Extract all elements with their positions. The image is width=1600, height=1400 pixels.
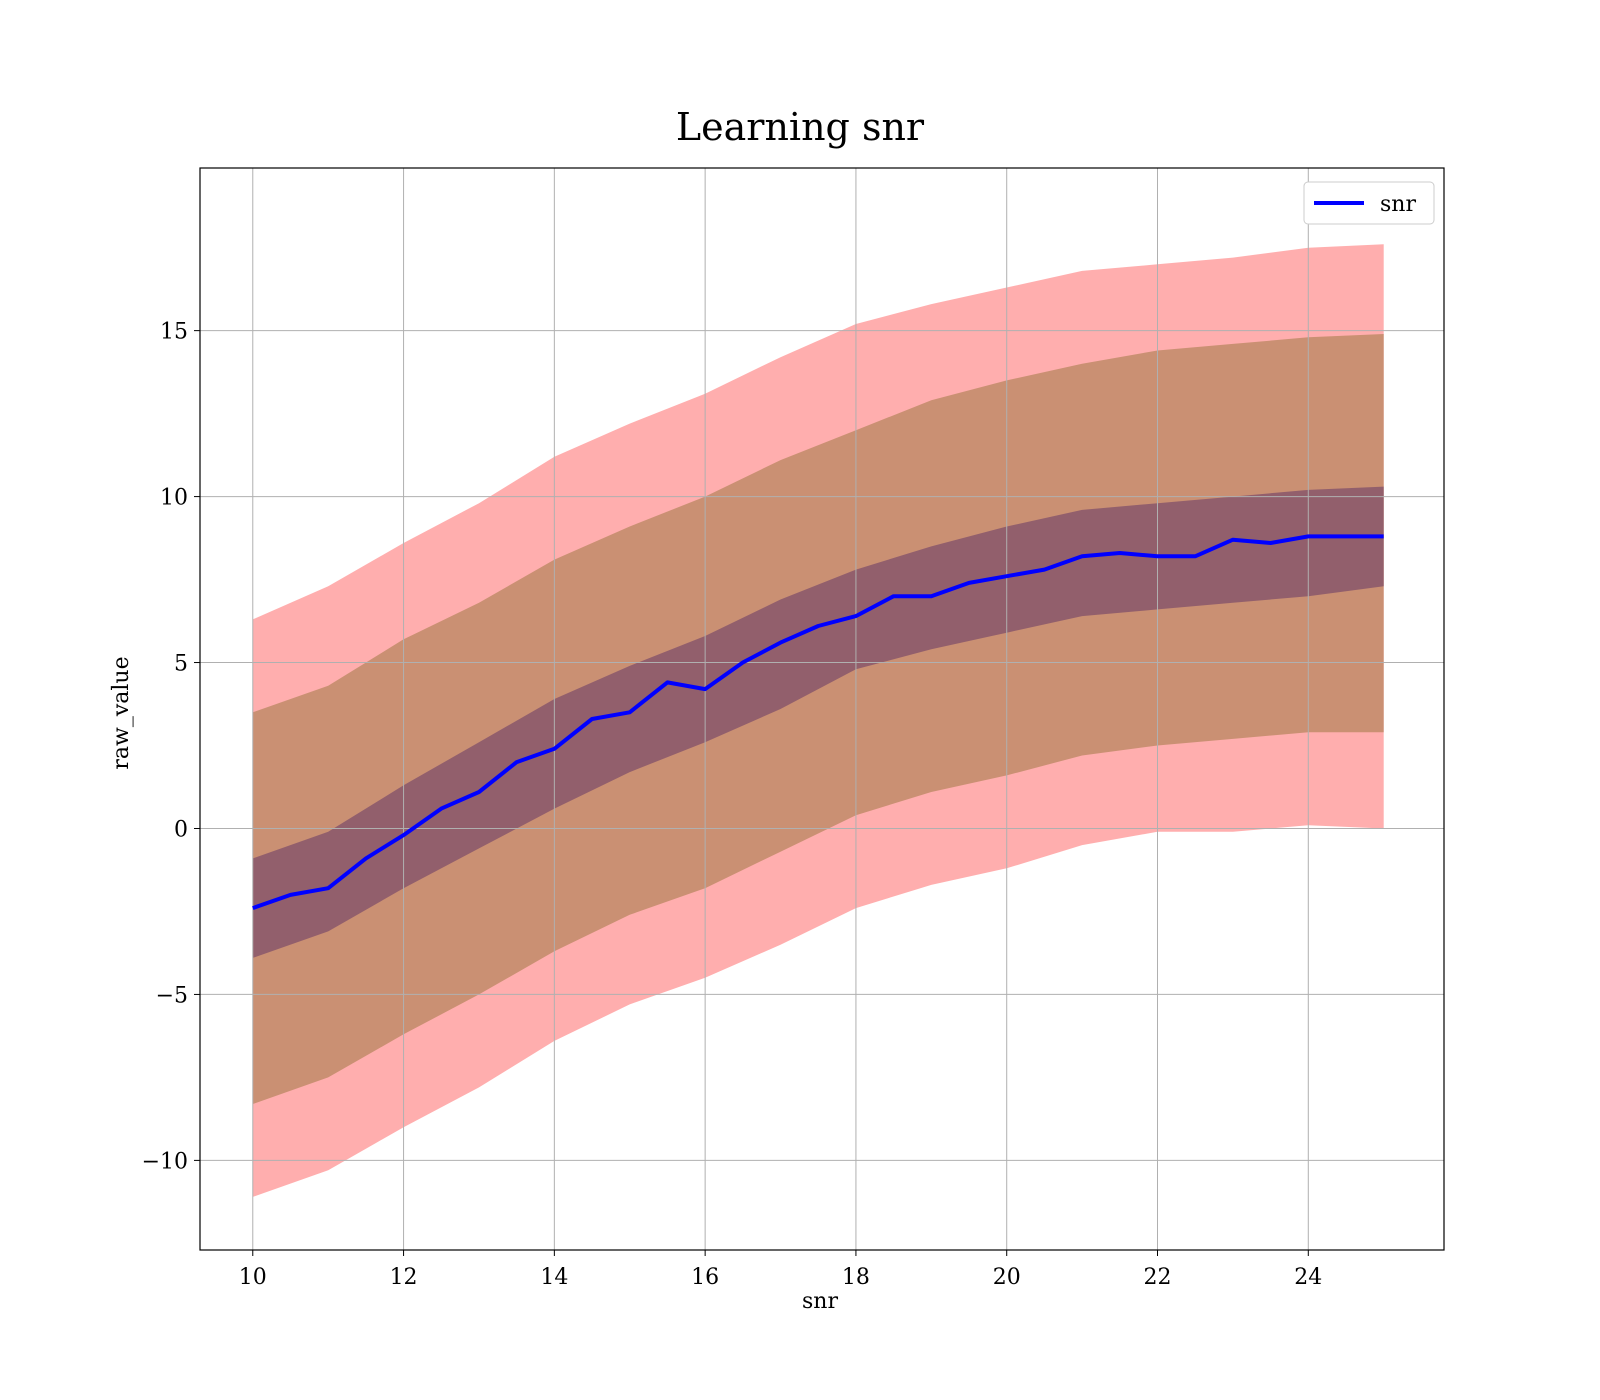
legend-box bbox=[1303, 181, 1435, 225]
legend: snr bbox=[1303, 181, 1435, 225]
x-tick-label: 20 bbox=[993, 1265, 1021, 1290]
band-inner bbox=[252, 486, 1384, 958]
y-tick-label: 15 bbox=[160, 320, 188, 345]
chart-title: Learning snr bbox=[676, 105, 925, 149]
y-tick-label: 0 bbox=[174, 817, 188, 842]
y-tick-label: −10 bbox=[142, 1149, 188, 1174]
x-tick-label: 10 bbox=[239, 1265, 267, 1290]
x-axis-ticks: 10 12 14 16 18 20 22 24 bbox=[239, 1250, 1322, 1290]
x-tick-label: 16 bbox=[691, 1265, 719, 1290]
x-tick-label: 22 bbox=[1144, 1265, 1172, 1290]
band-layer bbox=[252, 244, 1384, 1197]
x-tick-label: 12 bbox=[390, 1265, 418, 1290]
x-tick-label: 24 bbox=[1294, 1265, 1322, 1290]
y-tick-label: −5 bbox=[156, 983, 188, 1008]
x-tick-label: 14 bbox=[540, 1265, 568, 1290]
series-line-snr bbox=[252, 534, 1384, 910]
plot-frame bbox=[199, 167, 1445, 1251]
y-axis-label: raw_value bbox=[109, 656, 134, 769]
y-tick-label: 10 bbox=[160, 486, 188, 511]
x-axis-label: snr bbox=[802, 1289, 838, 1314]
grid-layer bbox=[200, 168, 1444, 1250]
y-axis-ticks: −10 −5 0 5 10 15 bbox=[142, 320, 200, 1174]
line-layer bbox=[252, 534, 1384, 910]
y-tick-label: 5 bbox=[174, 652, 188, 677]
legend-label: snr bbox=[1380, 192, 1416, 217]
band-middle bbox=[252, 334, 1384, 1104]
x-tick-label: 18 bbox=[842, 1265, 870, 1290]
